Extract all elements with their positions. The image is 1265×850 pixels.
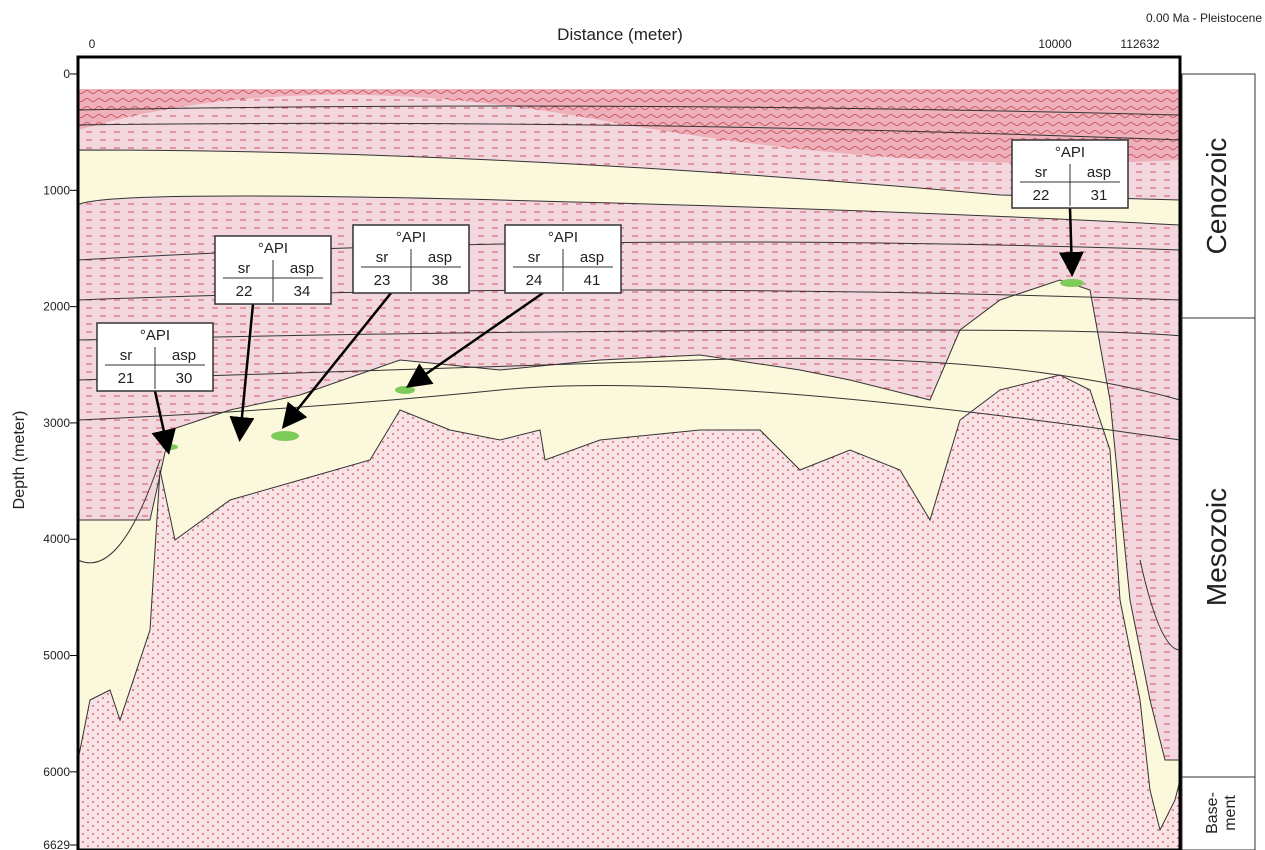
box-title: °API [1055, 144, 1085, 161]
x-tick-label: 112632 [1120, 37, 1159, 51]
y-tick-label: 3000 [43, 416, 70, 430]
col-header: asp [1087, 164, 1111, 181]
y-tick-label: 5000 [43, 649, 70, 663]
box-title: °API [548, 229, 578, 246]
col-header: sr [238, 260, 251, 277]
asp-value: 31 [1091, 187, 1108, 204]
asp-value: 30 [176, 370, 193, 387]
y-tick-label: 6000 [43, 765, 70, 779]
box-title: °API [140, 327, 170, 344]
box-title: °API [396, 229, 426, 246]
col-header: asp [290, 260, 314, 277]
y-tick-label: 0 [63, 67, 70, 81]
col-header: sr [528, 249, 541, 266]
y-tick-label: 1000 [43, 183, 70, 197]
col-header: asp [428, 249, 452, 266]
age-label: 0.00 Ma - Pleistocene [1146, 11, 1262, 25]
sr-value: 22 [236, 283, 253, 300]
y-axis-title: Depth (meter) [11, 411, 28, 510]
era-label: Cenozoic [1201, 138, 1232, 255]
sr-value: 22 [1033, 187, 1050, 204]
x-axis-title: Distance (meter) [557, 25, 683, 44]
sr-value: 21 [118, 370, 135, 387]
y-tick-label: 2000 [43, 300, 70, 314]
col-header: sr [120, 347, 133, 364]
era-label: ment [1222, 795, 1239, 831]
col-header: asp [580, 249, 604, 266]
asp-value: 38 [432, 272, 449, 289]
sr-value: 24 [526, 272, 543, 289]
asp-value: 34 [294, 283, 311, 300]
x-tick-label: 0 [89, 37, 96, 51]
col-header: asp [172, 347, 196, 364]
era-label: Base- [1204, 792, 1221, 834]
col-header: sr [1035, 164, 1048, 181]
sr-value: 23 [374, 272, 391, 289]
y-tick-label: 6629 [43, 838, 70, 850]
y-tick-label: 4000 [43, 532, 70, 546]
water [78, 57, 1180, 89]
col-header: sr [376, 249, 389, 266]
x-tick-label: 10000 [1038, 37, 1072, 51]
cross-section-figure: Distance (meter) 0.00 Ma - Pleistocene 0… [0, 0, 1265, 850]
asp-value: 41 [584, 272, 601, 289]
box-title: °API [258, 240, 288, 257]
era-label: Mesozoic [1201, 488, 1232, 606]
